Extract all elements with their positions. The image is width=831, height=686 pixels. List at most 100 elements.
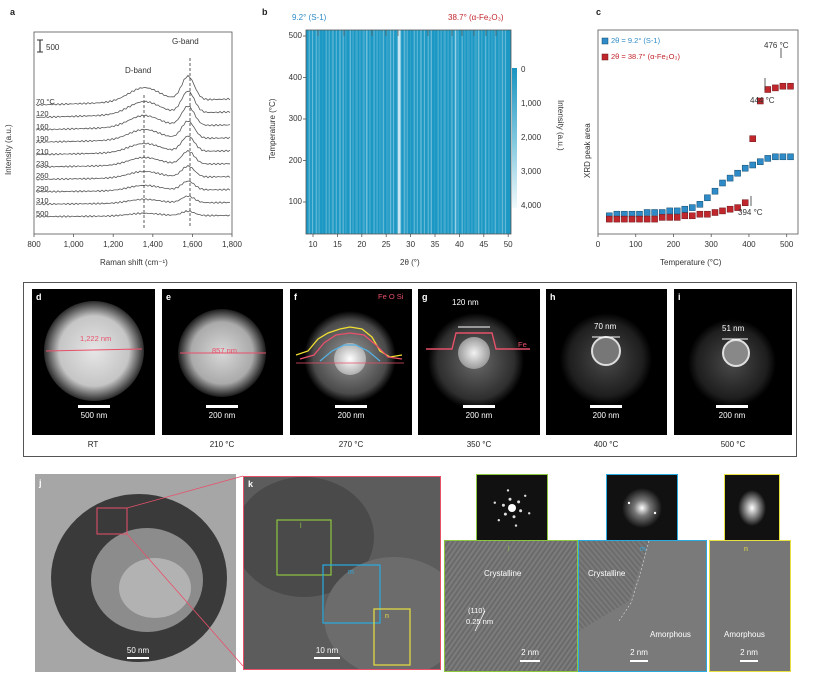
heatmap-stripe [478,30,480,234]
xrd-point [764,86,772,93]
xrd-point [757,158,764,165]
heatmap-stripe [315,30,316,234]
heatmap-stripe [420,30,422,234]
heatmap-stripe [349,30,351,234]
b-cbar-tick-label: 1,000 [521,99,542,108]
fft-spot [503,512,507,516]
tile-f [290,289,412,435]
raman-temp-label: 120 [36,109,49,119]
xrd-point [711,209,719,216]
hrtem-m-text1: Crystalline [588,569,626,578]
xrd-point [681,205,689,213]
ann-444: 444 °C [750,96,775,105]
a-xtick-label: 800 [27,240,41,249]
heatmap-stripe [339,30,341,234]
heatmap-stripe [498,30,499,234]
heatmap-axes [303,35,509,237]
heatmap-peak-stripe [455,30,457,234]
panel-c-xrd-plot [597,29,799,237]
b-xtick-label: 30 [406,240,416,249]
fft-spot [508,497,512,501]
heatmap-stripe [477,30,480,234]
raman-temp-label: 190 [36,134,49,144]
b-cbar-tick-label: 3,000 [521,167,542,176]
heatmap-stripe [355,30,357,234]
b-cbar-tick-label: 0 [521,65,526,74]
heatmap-stripe [505,30,507,234]
b-xtick-label: 15 [332,240,342,249]
heatmap-stripe [386,30,388,234]
xrd-point [749,135,756,142]
heatmap-stripe [430,30,432,234]
panel-k-scale: 10 nm [315,646,339,655]
panel-a-raman-plot [33,31,233,237]
fft-spot [501,503,505,507]
raman-curve [35,90,231,119]
tile-e-scalebar [206,405,238,408]
xrd-point [704,194,711,202]
tile-h-scalebar [590,405,622,408]
tile-h-label: h [550,292,556,302]
tile-d [32,289,155,435]
d-band-label: D-band [125,66,152,75]
heatmap-stripe [312,30,314,234]
hrtem-l-text: Crystalline [484,569,522,578]
fft-spot [493,501,496,504]
heatmap-stripe [345,30,347,234]
heatmap-stripe [356,30,358,234]
heatmap-stripe [353,30,354,234]
heatmap-stripe [501,30,503,234]
raman-curve [35,180,231,193]
fft-spot [519,509,523,513]
panel-k-scalebar [314,657,340,659]
legend-marker-1 [601,37,609,45]
heatmap-stripe [450,30,452,234]
xrd-point [673,207,681,215]
heatmap-stripe [331,30,333,234]
raman-temp-label: 210 [36,146,49,156]
b-ytick-label: 400 [288,72,302,82]
heatmap-stripe [504,30,506,234]
raman-curve [35,149,230,169]
raman-temp-label: 70 °C [36,97,55,106]
c-xtick-label: 500 [779,240,794,249]
heatmap-stripe [403,30,404,234]
b-xtick-label: 45 [479,240,489,249]
tile-g [418,289,540,435]
tile-e-scale: 200 nm [208,411,236,420]
heatmap-stripe [338,30,340,234]
heatmap-stripe [346,30,347,234]
tile-h-size: 70 nm [594,322,617,331]
c-xtick-label: 300 [704,240,718,249]
fft-spot [517,500,521,504]
xrd-point [651,215,658,223]
heatmap-stripe [322,30,323,234]
a-xtick-label: 1,600 [182,240,203,249]
hrtem-n-scale: 2 nm [740,648,758,657]
panel-c-label: c [596,7,602,17]
heatmap-stripe [413,30,415,234]
hrtem-m-scale: 2 nm [630,648,648,657]
heatmap-stripe [424,30,426,234]
tile-e-size: 857 nm [212,346,238,355]
xrd-point [666,207,673,215]
heatmap-stripe [441,30,442,234]
ann-394: 394 °C [738,208,763,217]
tile-d-caption: RT [87,440,99,449]
heatmap-top-ticks [317,30,497,36]
tile-d-label: d [36,292,42,302]
xrd-point [613,215,621,223]
tile-g-scale: 200 nm [465,411,493,420]
xrd-point [749,161,756,169]
xrd-point [696,210,704,218]
b-ytick-label: 200 [288,155,302,165]
heatmap-stripe [437,30,439,234]
xrd-point [734,204,741,211]
fft-spot [524,494,527,497]
tile-h-scale: 200 nm [592,411,620,420]
tile-f-elements: Fe O Si [378,292,404,301]
heatmap-stripe [387,30,389,234]
xrd-point [787,153,794,161]
heatmap-stripe [393,30,395,234]
heatmap-stripe [457,30,459,234]
